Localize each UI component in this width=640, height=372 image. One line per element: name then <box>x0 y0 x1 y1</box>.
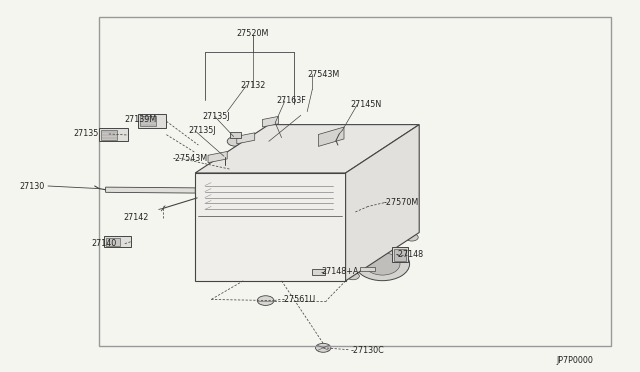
Polygon shape <box>217 247 235 256</box>
Circle shape <box>200 272 210 278</box>
Circle shape <box>406 234 419 241</box>
Text: -27543M: -27543M <box>173 154 208 163</box>
Bar <box>99 17 611 346</box>
Text: -27130C: -27130C <box>351 346 385 355</box>
Text: 27163F: 27163F <box>276 96 306 105</box>
Text: -27570M: -27570M <box>384 198 419 207</box>
Text: 27142: 27142 <box>123 213 148 222</box>
Ellipse shape <box>365 210 400 232</box>
Text: 27543M: 27543M <box>307 70 339 79</box>
Text: 27132: 27132 <box>241 81 266 90</box>
Text: 27135J: 27135J <box>189 126 216 135</box>
Polygon shape <box>312 269 325 275</box>
Text: 27148+A: 27148+A <box>321 267 358 276</box>
Text: -27561U: -27561U <box>282 295 316 304</box>
Polygon shape <box>392 247 408 262</box>
Polygon shape <box>208 151 227 163</box>
Circle shape <box>220 162 230 168</box>
Polygon shape <box>106 238 120 246</box>
Polygon shape <box>99 128 128 141</box>
Polygon shape <box>346 125 419 281</box>
Polygon shape <box>237 133 255 144</box>
Circle shape <box>316 343 331 352</box>
Text: 27130: 27130 <box>19 182 44 190</box>
Ellipse shape <box>355 247 410 281</box>
Text: JP7P0000: JP7P0000 <box>557 356 594 365</box>
Polygon shape <box>101 130 117 140</box>
Circle shape <box>257 296 274 305</box>
Text: 27140: 27140 <box>91 239 116 248</box>
Polygon shape <box>138 114 166 128</box>
Polygon shape <box>230 132 241 138</box>
Polygon shape <box>278 166 292 173</box>
Circle shape <box>347 272 360 280</box>
Polygon shape <box>278 206 292 214</box>
Ellipse shape <box>365 253 400 275</box>
Polygon shape <box>140 116 156 126</box>
Text: 27135: 27135 <box>74 129 99 138</box>
Text: 27135J: 27135J <box>202 112 230 121</box>
Polygon shape <box>319 127 344 147</box>
Circle shape <box>200 177 210 183</box>
Polygon shape <box>106 187 195 193</box>
Polygon shape <box>262 116 278 127</box>
Polygon shape <box>195 125 419 173</box>
Polygon shape <box>217 172 235 181</box>
Polygon shape <box>217 209 235 218</box>
Circle shape <box>328 272 338 278</box>
Ellipse shape <box>355 204 410 238</box>
Polygon shape <box>195 173 346 281</box>
Polygon shape <box>104 236 131 247</box>
Circle shape <box>227 137 244 146</box>
Text: 27520M: 27520M <box>237 29 269 38</box>
Polygon shape <box>394 249 406 261</box>
Circle shape <box>328 177 338 183</box>
Text: 27145N: 27145N <box>351 100 382 109</box>
Text: 27139M: 27139M <box>125 115 157 124</box>
Polygon shape <box>360 266 375 271</box>
Polygon shape <box>278 247 292 255</box>
Text: -27148: -27148 <box>396 250 424 259</box>
